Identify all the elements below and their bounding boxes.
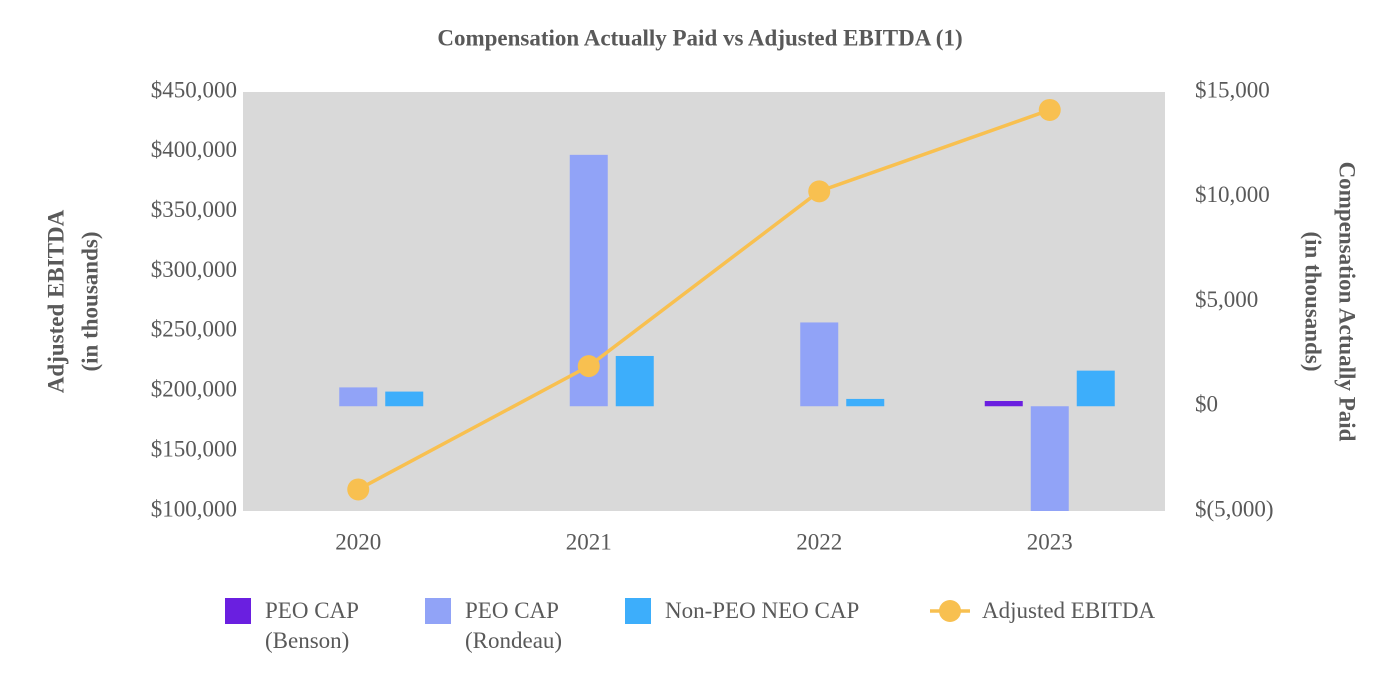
y2-tick-label: $(5,000) (1195, 496, 1274, 521)
legend-swatch (425, 598, 451, 624)
x-tick-label: 2020 (335, 529, 381, 554)
legend-label: PEO CAP (Rondeau) (465, 598, 563, 653)
bar (339, 387, 378, 407)
legend-item: PEO CAP (Rondeau) (425, 596, 605, 656)
legend-item: Adjusted EBITDA (930, 596, 1202, 626)
y2-tick-label: $10,000 (1195, 182, 1270, 207)
x-tick-label: 2023 (1027, 529, 1073, 554)
bar (615, 355, 654, 407)
line-marker (808, 180, 831, 203)
legend-label: PEO CAP (Benson) (265, 598, 359, 653)
line (357, 108, 1051, 491)
legend-swatch (225, 598, 251, 624)
line-marker (577, 355, 600, 378)
y-tick-label: $250,000 (151, 317, 237, 342)
x-tick-label: 2022 (796, 529, 842, 554)
y-axis-label: (in thousands) (77, 232, 102, 372)
legend-item: PEO CAP (Benson) (225, 596, 405, 656)
y2-tick-label: $15,000 (1195, 77, 1270, 102)
y2-tick-label: $5,000 (1195, 287, 1258, 312)
legend-swatch (625, 598, 651, 624)
y2-axis-label: (in thousands) (1301, 232, 1326, 372)
y2-tick-label: $0 (1195, 392, 1218, 417)
legend-item: Non-PEO NEO CAP (625, 596, 905, 626)
legend-label: Non-PEO NEO CAP (665, 598, 860, 623)
y-tick-label: $400,000 (151, 137, 237, 162)
chart-title: Compensation Actually Paid vs Adjusted E… (437, 25, 962, 50)
bar (800, 322, 839, 407)
plot (339, 154, 1115, 511)
y-tick-label: $150,000 (151, 436, 237, 461)
plot-area (243, 92, 1165, 511)
y-tick-label: $350,000 (151, 197, 237, 222)
y-tick-label: $100,000 (151, 496, 237, 521)
bar (984, 401, 1023, 407)
y-axis-label: Adjusted EBITDA (43, 209, 68, 393)
bar (1076, 370, 1115, 407)
legend-swatch (930, 600, 970, 622)
bar (846, 398, 885, 407)
x-tick-label: 2021 (566, 529, 612, 554)
y2-axis-label: Compensation Actually Paid (1335, 162, 1360, 442)
y-tick-label: $300,000 (151, 257, 237, 282)
bar (385, 391, 424, 407)
legend-label: Adjusted EBITDA (982, 598, 1156, 623)
y-tick-label: $450,000 (151, 77, 237, 102)
line-marker (1038, 98, 1061, 121)
bar (1030, 406, 1069, 511)
y-tick-label: $200,000 (151, 377, 237, 402)
line-marker (347, 478, 370, 501)
